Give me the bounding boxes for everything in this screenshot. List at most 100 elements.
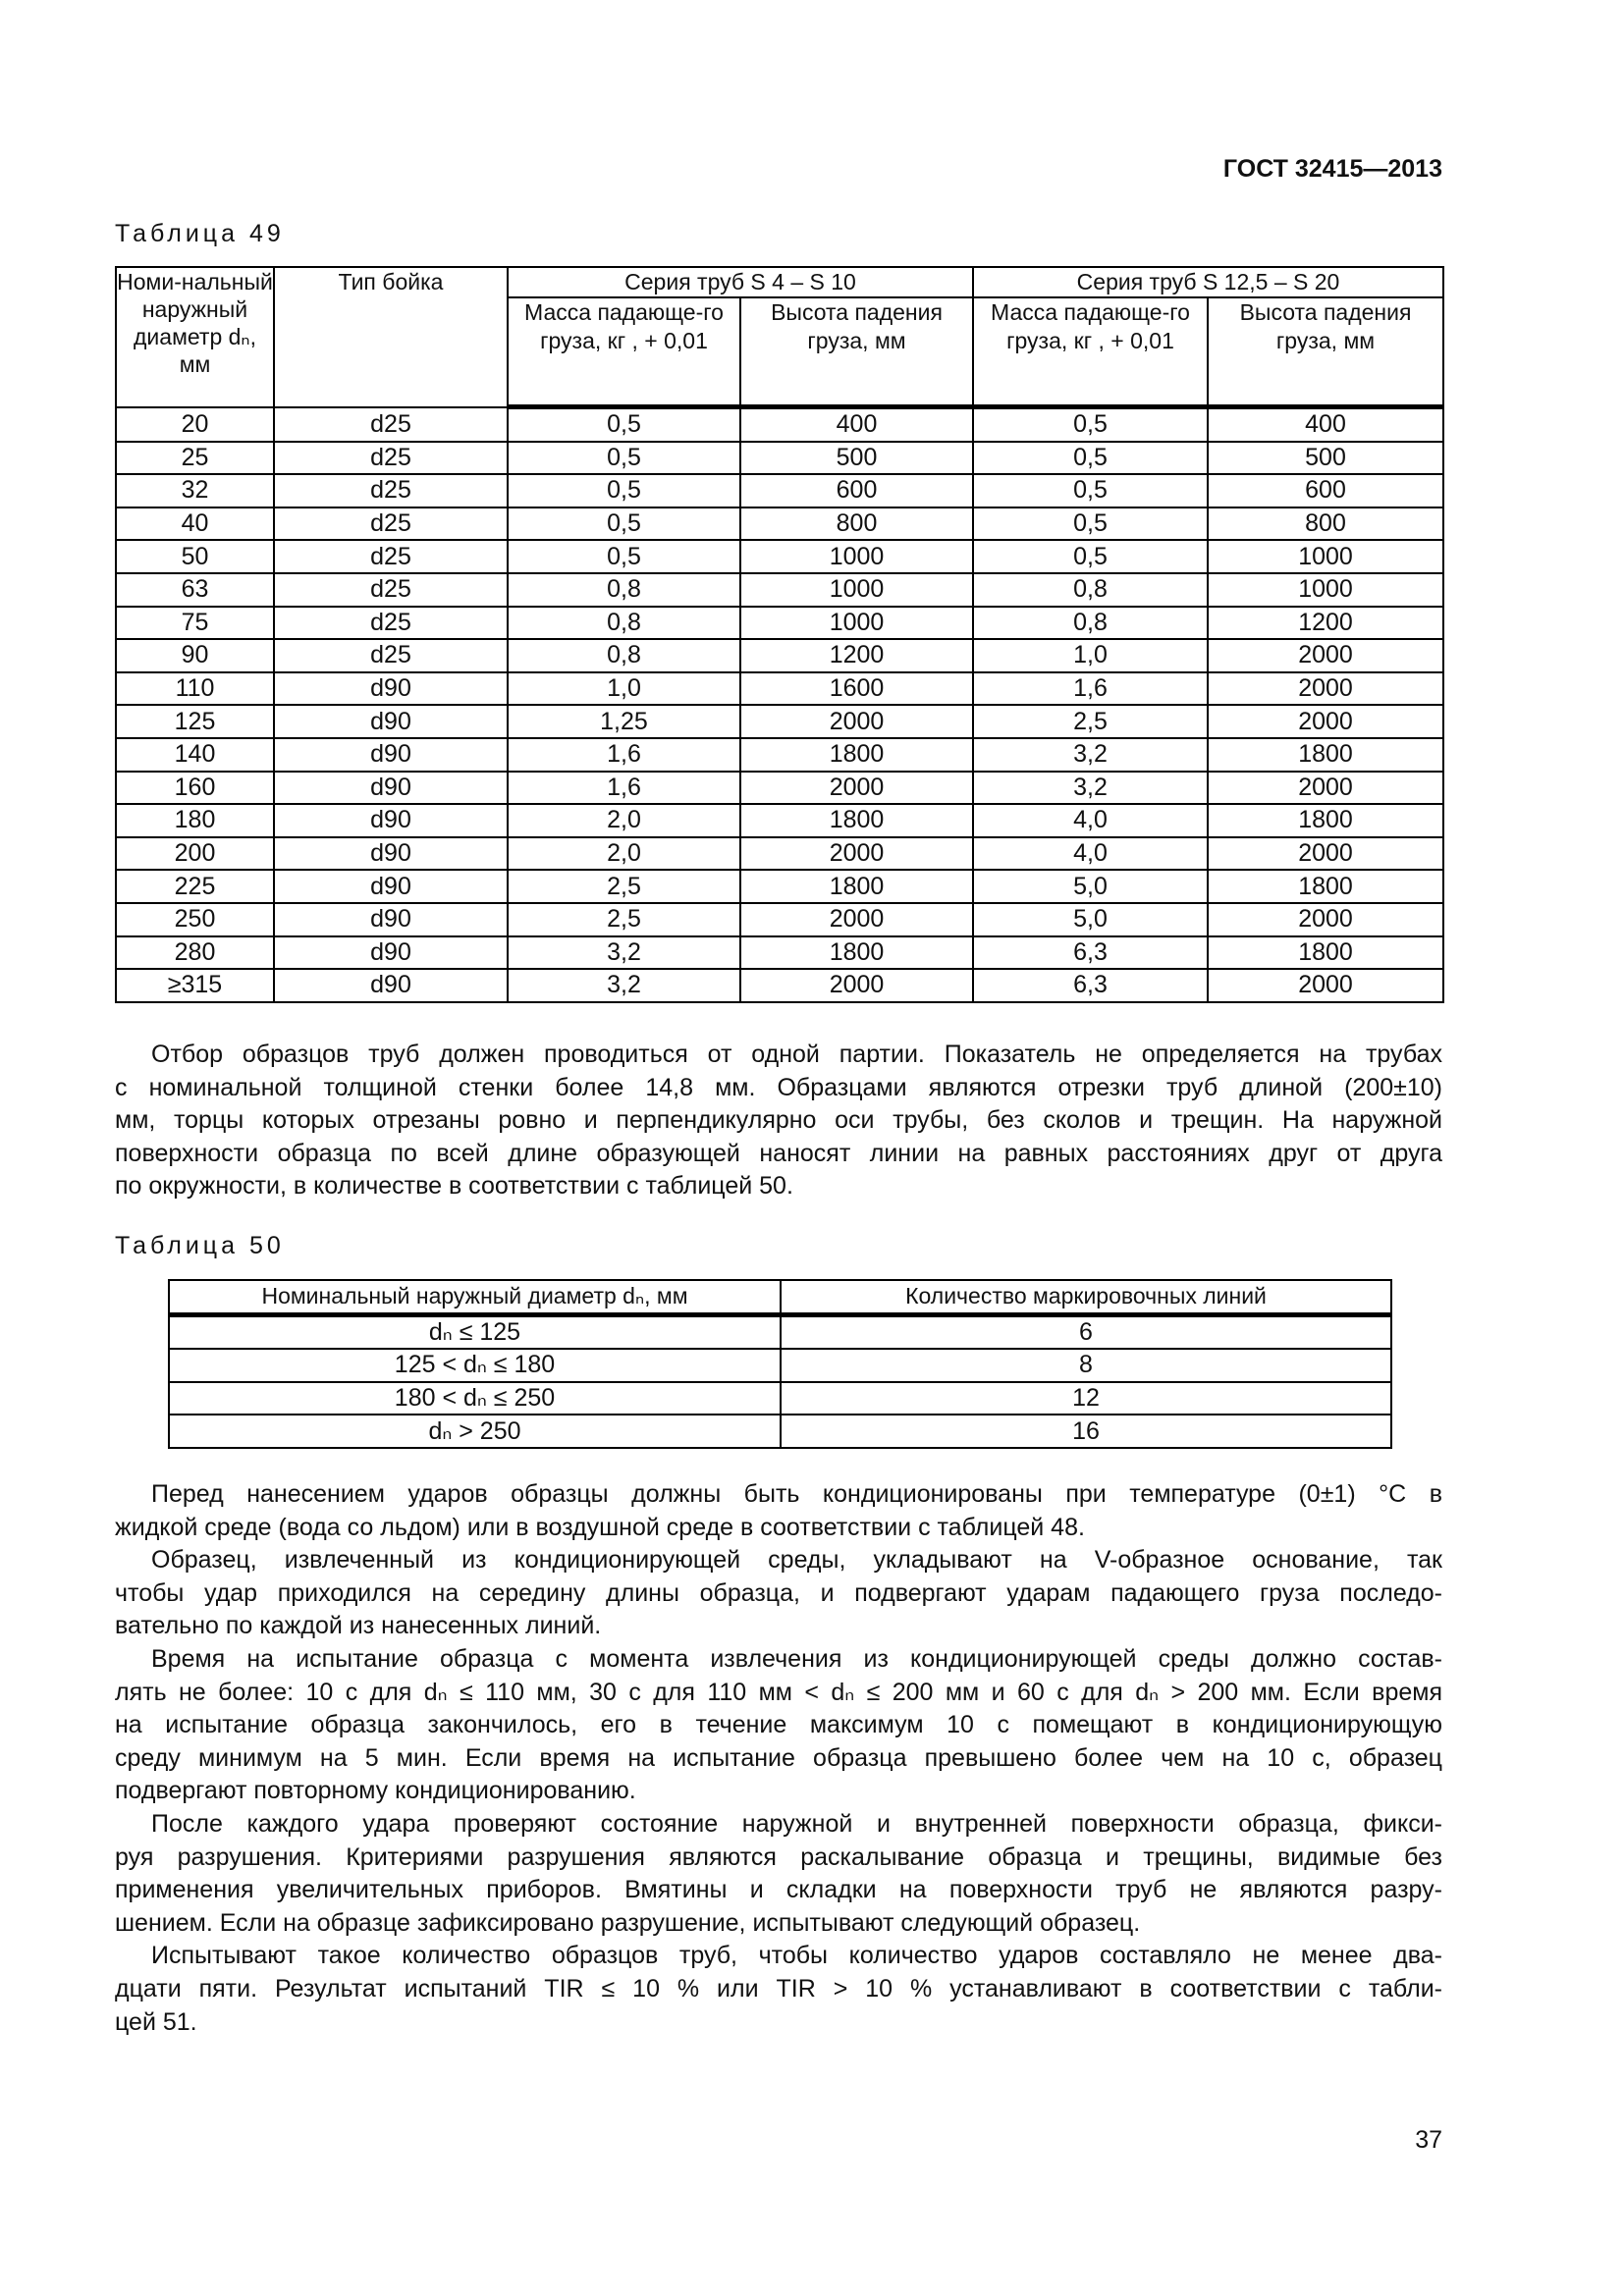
header-mass-1: Масса падающе-го груза, кг , + 0,01 bbox=[507, 296, 741, 409]
table-cell: 1200 bbox=[1207, 605, 1444, 641]
header-striker: Тип бойка bbox=[273, 266, 509, 408]
table-cell: 1000 bbox=[739, 605, 974, 641]
table-cell: 3,2 bbox=[972, 770, 1209, 806]
text-line: цей 51. bbox=[115, 2007, 197, 2036]
table-cell: d25 bbox=[273, 571, 509, 608]
table-cell: 75 bbox=[115, 605, 275, 641]
table-cell: 1800 bbox=[1207, 934, 1444, 971]
table-49-caption: Таблица 49 bbox=[115, 220, 285, 247]
table-cell: d90 bbox=[273, 803, 509, 838]
document-code: ГОСТ 32415—2013 bbox=[1222, 155, 1442, 183]
table-cell: d25 bbox=[273, 539, 509, 574]
text-line: дцати пяти. Результат испытаний TIR ≤ 10… bbox=[115, 1974, 1442, 2002]
text-line: руя разрушения. Критериями разрушения яв… bbox=[115, 1842, 1442, 1871]
table-cell: 1,0 bbox=[972, 638, 1209, 673]
text-line: на испытание образца закончилось, его в … bbox=[115, 1711, 1442, 1739]
table-cell: 600 bbox=[1207, 473, 1444, 508]
table-cell: d25 bbox=[273, 440, 509, 476]
table-cell: d90 bbox=[273, 901, 509, 937]
table-row: 160 d90 1,6 2000 3,2 2000 bbox=[115, 770, 1444, 806]
table-cell: d25 bbox=[273, 605, 509, 641]
table-cell: 3,2 bbox=[507, 934, 741, 971]
table-cell: 8 bbox=[780, 1348, 1392, 1383]
table-cell: 0,8 bbox=[507, 571, 741, 608]
table-cell: 0,8 bbox=[972, 571, 1209, 608]
table-cell: 2000 bbox=[739, 835, 974, 872]
text-line: среду минимум на 5 мин. Если время на ис… bbox=[115, 1743, 1442, 1772]
text-line: подвергают повторному кондиционированию. bbox=[115, 1777, 636, 1805]
table-cell: 3,2 bbox=[507, 968, 741, 1003]
table-row: ≥315 d90 3,2 2000 6,3 2000 bbox=[115, 968, 1444, 1003]
table-cell: 180 < dₙ ≤ 250 bbox=[168, 1380, 782, 1416]
table-cell: 1000 bbox=[1207, 539, 1444, 574]
table-cell: 50 bbox=[115, 539, 275, 574]
table-cell: 0,5 bbox=[972, 506, 1209, 542]
table-49: Номи-нальный наружный диаметр dₙ, мм Тип… bbox=[115, 266, 1444, 1003]
text-line: мм, торцы которых отрезаны ровно и перпе… bbox=[115, 1106, 1442, 1135]
table-cell: 1600 bbox=[739, 670, 974, 707]
table-cell: 0,5 bbox=[507, 473, 741, 508]
table-cell: 0,5 bbox=[507, 506, 741, 542]
header-series-1: Серия труб S 4 – S 10 bbox=[507, 266, 974, 298]
header-series-2: Серия труб S 12,5 – S 20 bbox=[972, 266, 1444, 298]
text-line: Время на испытание образца с момента изв… bbox=[151, 1644, 1442, 1673]
table-cell: 90 bbox=[115, 638, 275, 673]
text-line: Испытывают такое количество образцов тру… bbox=[151, 1942, 1442, 1970]
header-marking-lines: Количество маркировочных линий bbox=[780, 1278, 1392, 1317]
table-cell: 0,5 bbox=[507, 405, 741, 443]
table-cell: 2000 bbox=[739, 770, 974, 806]
header-height-2: Высота падения груза, мм bbox=[1207, 296, 1444, 409]
text-line: по окружности, в количестве в соответств… bbox=[115, 1172, 793, 1201]
table-cell: 4,0 bbox=[972, 803, 1209, 838]
table-cell: 1800 bbox=[739, 736, 974, 773]
table-cell: 1000 bbox=[739, 539, 974, 574]
table-cell: 6 bbox=[780, 1313, 1392, 1351]
table-cell: 2,5 bbox=[507, 901, 741, 937]
table-cell: 1,6 bbox=[507, 770, 741, 806]
table-cell: 0,8 bbox=[972, 605, 1209, 641]
table-cell: 0,8 bbox=[507, 605, 741, 641]
table-cell: 800 bbox=[739, 506, 974, 542]
table-cell: 225 bbox=[115, 869, 275, 904]
table-cell: 500 bbox=[739, 440, 974, 476]
table-cell: d25 bbox=[273, 405, 509, 443]
table-row: 110 d90 1,0 1600 1,6 2000 bbox=[115, 670, 1444, 707]
table-cell: 110 bbox=[115, 670, 275, 707]
table-cell: d90 bbox=[273, 934, 509, 971]
table-cell: 2000 bbox=[739, 704, 974, 739]
table-cell: 0,5 bbox=[972, 473, 1209, 508]
table-cell: d90 bbox=[273, 835, 509, 872]
table-cell: d25 bbox=[273, 638, 509, 673]
table-cell: dₙ > 250 bbox=[168, 1414, 782, 1449]
header-height-1: Высота падения груза, мм bbox=[739, 296, 974, 409]
table-cell: 2,5 bbox=[972, 704, 1209, 739]
table-cell: 0,5 bbox=[972, 405, 1209, 443]
table-row: 32 d25 0,5 600 0,5 600 bbox=[115, 473, 1444, 508]
text-line: шением. Если на образце зафиксировано ра… bbox=[115, 1908, 1141, 1937]
table-cell: 1800 bbox=[739, 869, 974, 904]
table-cell: 2,0 bbox=[507, 835, 741, 872]
table-cell: 1000 bbox=[739, 571, 974, 608]
table-cell: ≥315 bbox=[115, 968, 275, 1003]
table-cell: 5,0 bbox=[972, 901, 1209, 937]
table-cell: d90 bbox=[273, 704, 509, 739]
table-cell: 12 bbox=[780, 1380, 1392, 1416]
table-cell: 1800 bbox=[739, 803, 974, 838]
table-row: 75 d25 0,8 1000 0,8 1200 bbox=[115, 605, 1444, 641]
text-line: с номинальной толщиной стенки более 14,8… bbox=[115, 1073, 1442, 1101]
table-cell: 2000 bbox=[1207, 968, 1444, 1003]
table-row: 180 < dₙ ≤ 250 12 bbox=[168, 1380, 1392, 1416]
table-cell: 1200 bbox=[739, 638, 974, 673]
table-row: 63 d25 0,8 1000 0,8 1000 bbox=[115, 571, 1444, 608]
table-cell: 600 bbox=[739, 473, 974, 508]
table-cell: 6,3 bbox=[972, 968, 1209, 1003]
table-cell: 16 bbox=[780, 1414, 1392, 1449]
table-cell: 0,5 bbox=[507, 539, 741, 574]
table-cell: 6,3 bbox=[972, 934, 1209, 971]
text-line: лять не более: 10 с для dₙ ≤ 110 мм, 30 … bbox=[115, 1678, 1442, 1706]
text-line: применения увеличительных приборов. Вмят… bbox=[115, 1876, 1442, 1904]
table-cell: 1800 bbox=[1207, 869, 1444, 904]
table-cell: 20 bbox=[115, 405, 275, 443]
table-cell: 125 bbox=[115, 704, 275, 739]
test-procedure-text: Перед нанесением ударов образцы должны б… bbox=[115, 1478, 1442, 2039]
